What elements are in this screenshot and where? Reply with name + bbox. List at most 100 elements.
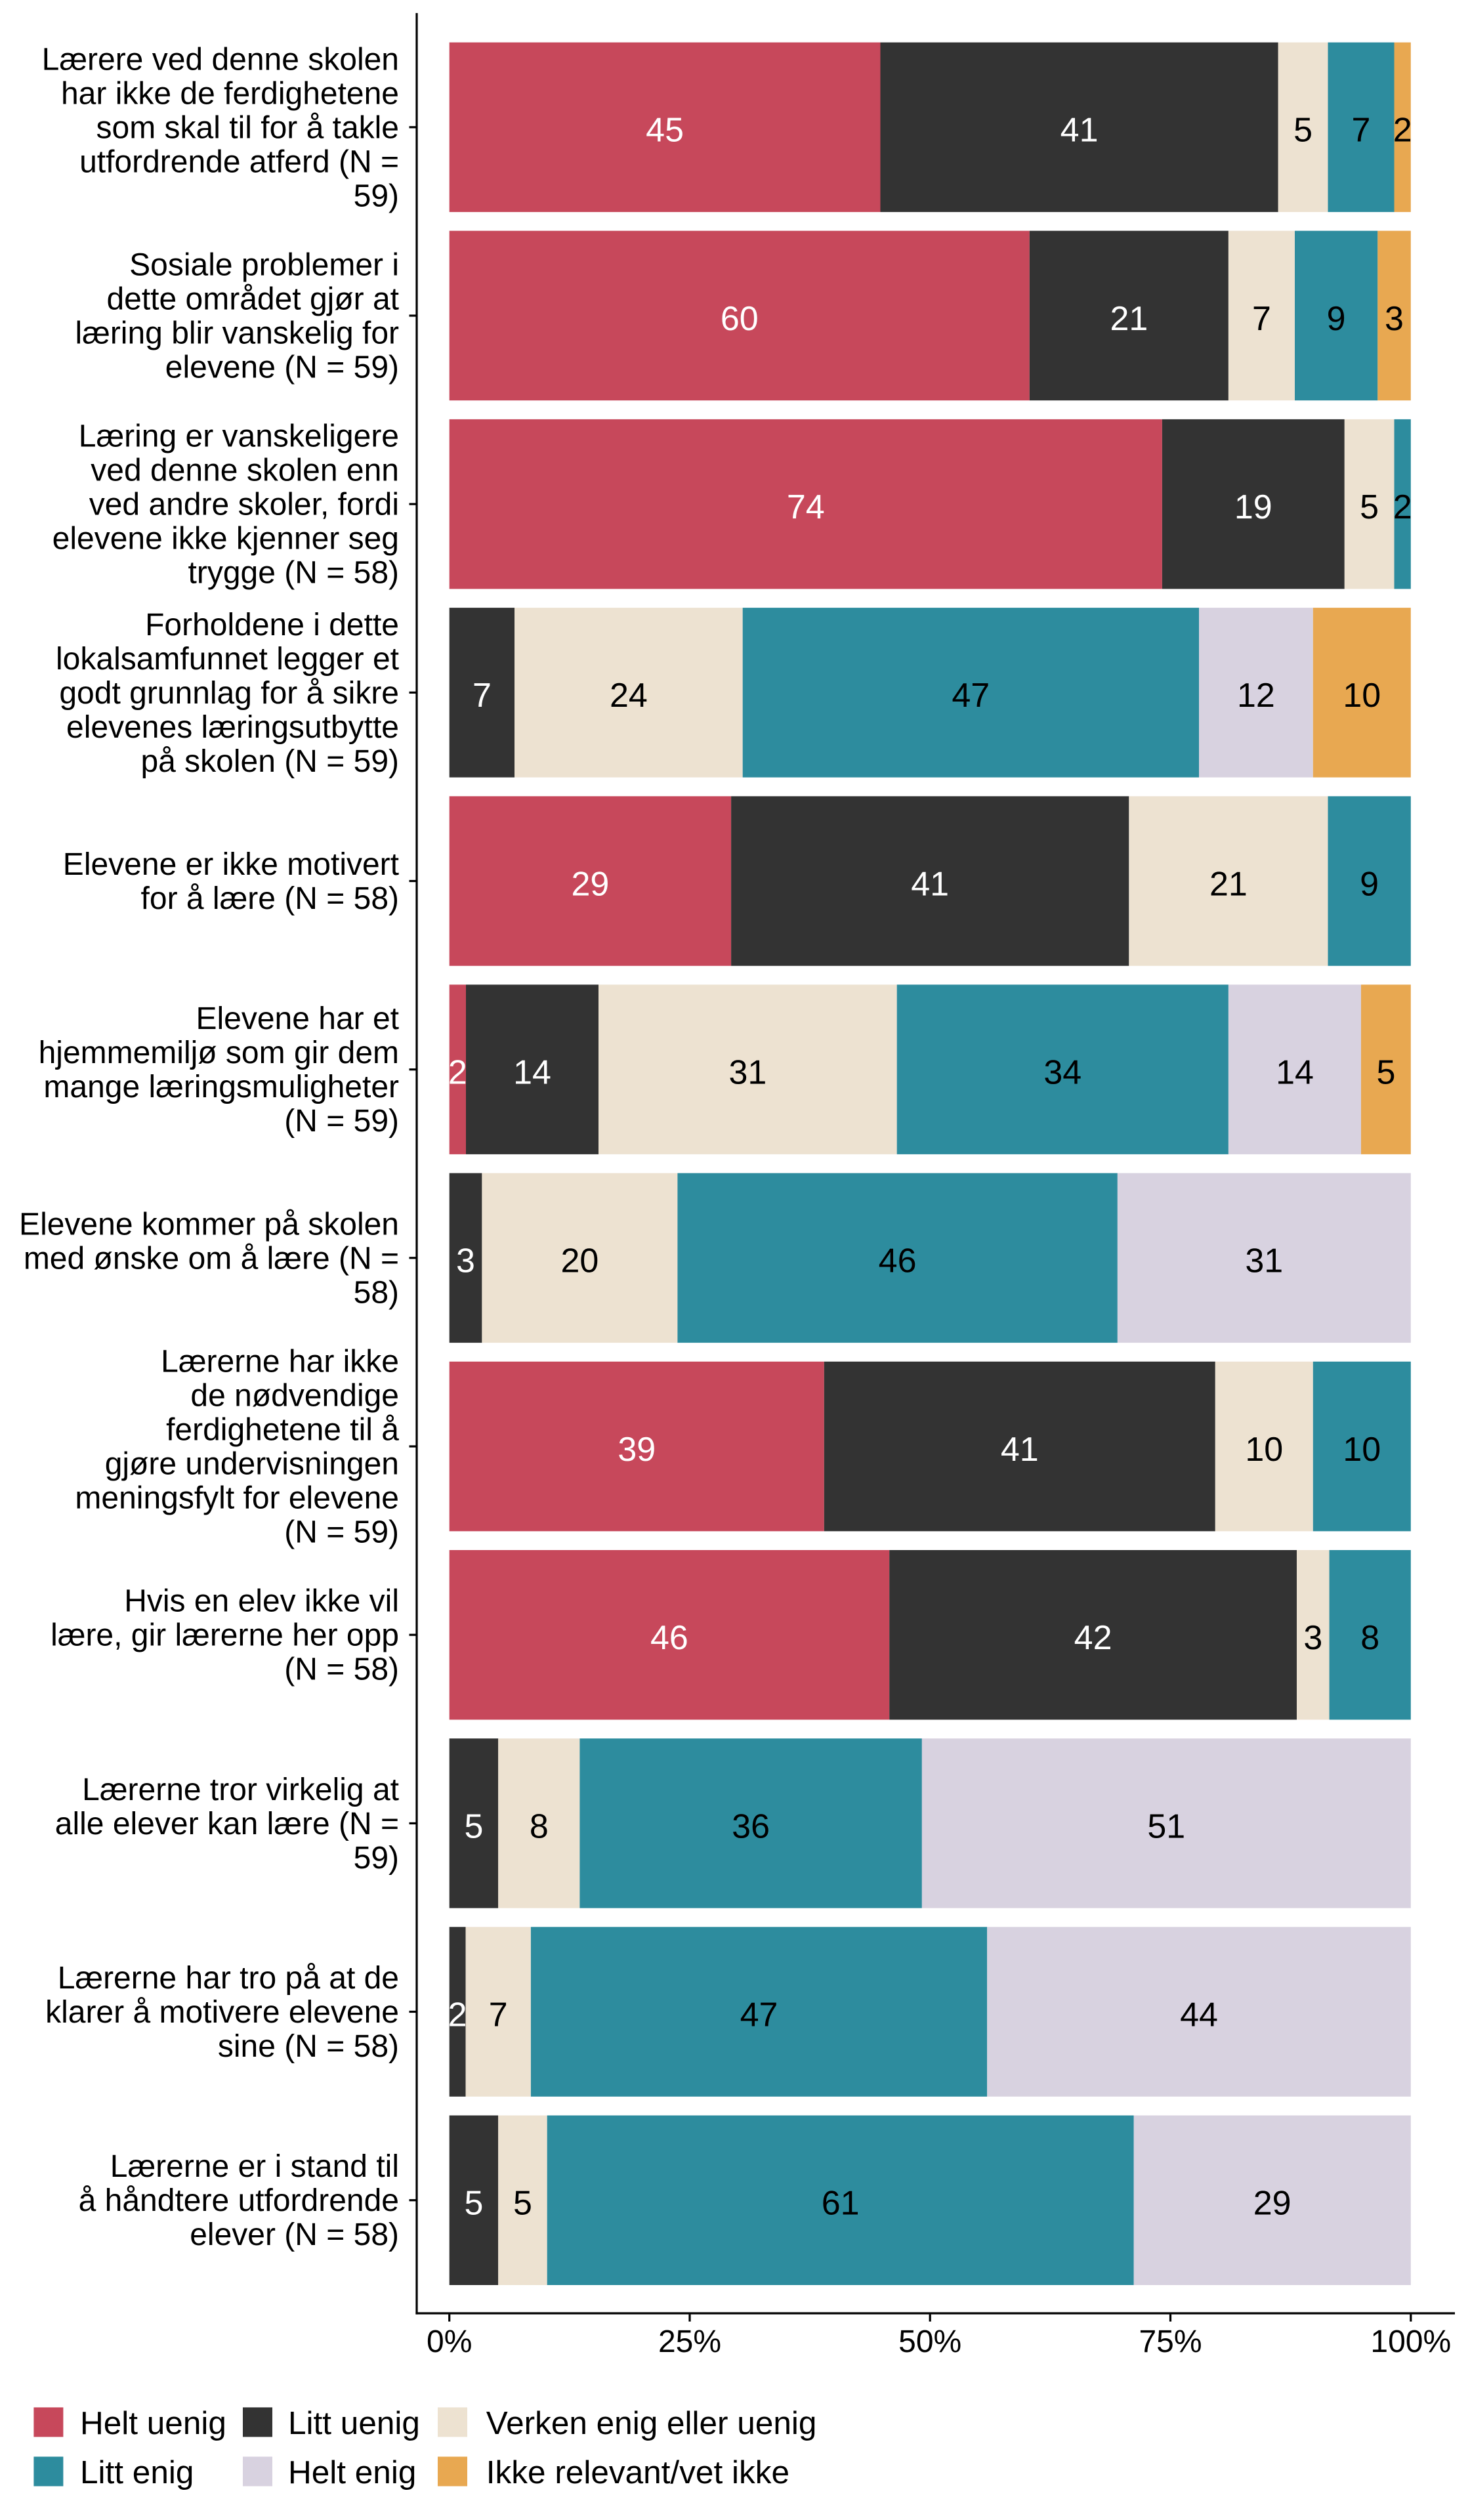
svg-text:Lærerne har tro på at de: Lærerne har tro på at de (58, 1961, 399, 1996)
svg-text:lære, gir lærerne her opp: lære, gir lærerne her opp (51, 1618, 399, 1653)
svg-text:alle elever kan lære (N =: alle elever kan lære (N = (55, 1807, 399, 1841)
svg-text:læring blir vanskelig for: læring blir vanskelig for (75, 316, 399, 351)
svg-text:Litt enig: Litt enig (80, 2454, 194, 2490)
svg-text:å håndtere utfordrende: å håndtere utfordrende (79, 2183, 399, 2218)
svg-text:ved andre skoler, fordi: ved andre skoler, fordi (89, 488, 399, 522)
svg-text:2: 2 (448, 1054, 467, 1092)
svg-text:Litt uenig: Litt uenig (288, 2405, 420, 2441)
svg-text:10: 10 (1343, 677, 1381, 715)
svg-text:som skal til for å takle: som skal til for å takle (96, 110, 399, 145)
svg-text:Forholdene i dette: Forholdene i dette (145, 608, 399, 642)
svg-text:på skolen (N = 59): på skolen (N = 59) (140, 744, 399, 779)
svg-text:44: 44 (1180, 1996, 1218, 2034)
svg-text:Sosiale problemer i: Sosiale problemer i (129, 248, 399, 283)
svg-text:74: 74 (787, 488, 825, 526)
svg-text:58): 58) (354, 1275, 399, 1310)
svg-text:Lærere ved denne skolen: Lærere ved denne skolen (42, 42, 399, 77)
svg-text:mange læringsmuligheter: mange læringsmuligheter (43, 1070, 399, 1104)
svg-text:47: 47 (740, 1996, 778, 2034)
svg-text:Helt uenig: Helt uenig (80, 2405, 226, 2441)
svg-text:7: 7 (472, 677, 492, 715)
svg-text:21: 21 (1209, 865, 1248, 903)
svg-text:7: 7 (1352, 112, 1371, 150)
svg-text:51: 51 (1147, 1807, 1185, 1845)
svg-text:ved denne skolen enn: ved denne skolen enn (91, 453, 399, 488)
svg-text:3: 3 (456, 1242, 475, 1280)
svg-text:Elevene kommer på skolen: Elevene kommer på skolen (19, 1207, 399, 1242)
svg-text:36: 36 (732, 1807, 770, 1845)
svg-text:0%: 0% (427, 2324, 472, 2359)
svg-text:Lærerne er i stand til: Lærerne er i stand til (110, 2149, 399, 2184)
svg-text:34: 34 (1043, 1054, 1082, 1092)
svg-text:61: 61 (822, 2185, 860, 2223)
svg-text:har ikke de ferdighetene: har ikke de ferdighetene (61, 76, 399, 111)
svg-text:100%: 100% (1370, 2324, 1451, 2359)
svg-text:elevene ikke kjenner seg: elevene ikke kjenner seg (52, 522, 399, 556)
svg-text:utfordrende atferd (N =: utfordrende atferd (N = (79, 144, 399, 179)
svg-text:39: 39 (618, 1431, 656, 1469)
svg-text:10: 10 (1343, 1431, 1381, 1469)
svg-text:7: 7 (1252, 300, 1271, 338)
svg-text:41: 41 (1001, 1431, 1039, 1469)
svg-text:2: 2 (448, 1996, 467, 2034)
svg-text:(N = 59): (N = 59) (284, 1104, 399, 1139)
svg-text:3: 3 (1303, 1619, 1322, 1657)
svg-text:meningsfylt for elevene: meningsfylt for elevene (75, 1481, 399, 1516)
svg-text:elevene (N = 59): elevene (N = 59) (165, 350, 399, 385)
svg-text:21: 21 (1110, 300, 1148, 338)
svg-text:19: 19 (1234, 488, 1272, 526)
svg-text:12: 12 (1237, 677, 1275, 715)
svg-text:ferdighetene til å: ferdighetene til å (166, 1413, 399, 1448)
svg-text:41: 41 (1060, 112, 1099, 150)
svg-text:50%: 50% (898, 2324, 961, 2359)
svg-text:5: 5 (464, 2185, 483, 2223)
svg-text:elevenes læringsutbytte: elevenes læringsutbytte (66, 710, 399, 745)
svg-text:20: 20 (560, 1242, 598, 1280)
svg-text:75%: 75% (1139, 2324, 1202, 2359)
svg-text:41: 41 (911, 865, 949, 903)
svg-text:25%: 25% (658, 2324, 721, 2359)
svg-text:(N = 58): (N = 58) (284, 1652, 399, 1687)
svg-text:Helt enig: Helt enig (288, 2454, 416, 2490)
svg-text:24: 24 (610, 677, 648, 715)
svg-text:45: 45 (646, 112, 684, 150)
svg-text:14: 14 (1276, 1054, 1314, 1092)
svg-text:29: 29 (571, 865, 609, 903)
svg-text:2: 2 (1393, 112, 1412, 150)
svg-text:dette området gjør at: dette området gjør at (106, 282, 399, 317)
svg-text:31: 31 (1245, 1242, 1283, 1280)
svg-text:elever (N = 58): elever (N = 58) (190, 2217, 399, 2252)
svg-text:Elevene har et: Elevene har et (196, 1001, 399, 1036)
svg-text:14: 14 (513, 1054, 551, 1092)
svg-text:9: 9 (1360, 865, 1379, 903)
svg-text:lokalsamfunnet legger et: lokalsamfunnet legger et (56, 642, 399, 677)
svg-text:Læring er vanskeligere: Læring er vanskeligere (79, 419, 399, 454)
svg-text:Hvis en elev ikke vil: Hvis en elev ikke vil (124, 1584, 399, 1619)
svg-text:5: 5 (1293, 112, 1312, 150)
svg-text:trygge (N = 58): trygge (N = 58) (188, 556, 399, 591)
svg-text:10: 10 (1245, 1431, 1283, 1469)
svg-text:42: 42 (1074, 1619, 1112, 1657)
svg-text:Verken enig eller uenig: Verken enig eller uenig (486, 2405, 817, 2441)
svg-text:59): 59) (354, 178, 399, 213)
svg-text:Elevene er ikke motivert: Elevene er ikke motivert (63, 847, 399, 882)
svg-text:Lærerne tror virkelig at: Lærerne tror virkelig at (82, 1773, 399, 1807)
svg-text:for å lære (N = 58): for å lære (N = 58) (141, 881, 399, 916)
svg-text:med ønske om å lære (N =: med ønske om å lære (N = (24, 1241, 399, 1276)
svg-text:46: 46 (650, 1619, 688, 1657)
svg-text:60: 60 (721, 300, 759, 338)
svg-text:7: 7 (489, 1996, 508, 2034)
svg-text:8: 8 (1360, 1619, 1379, 1657)
svg-text:47: 47 (952, 677, 990, 715)
svg-text:Ikke relevant/vet ikke: Ikke relevant/vet ikke (486, 2454, 789, 2490)
svg-text:5: 5 (513, 2185, 532, 2223)
svg-text:3: 3 (1385, 300, 1404, 338)
svg-text:29: 29 (1253, 2185, 1292, 2223)
svg-text:2: 2 (1393, 488, 1412, 526)
svg-text:5: 5 (464, 1807, 483, 1845)
svg-text:46: 46 (879, 1242, 917, 1280)
svg-text:59): 59) (354, 1841, 399, 1876)
svg-text:sine (N = 58): sine (N = 58) (218, 2029, 399, 2064)
svg-text:klarer å motivere elevene: klarer å motivere elevene (45, 1995, 399, 2030)
svg-text:8: 8 (530, 1807, 549, 1845)
